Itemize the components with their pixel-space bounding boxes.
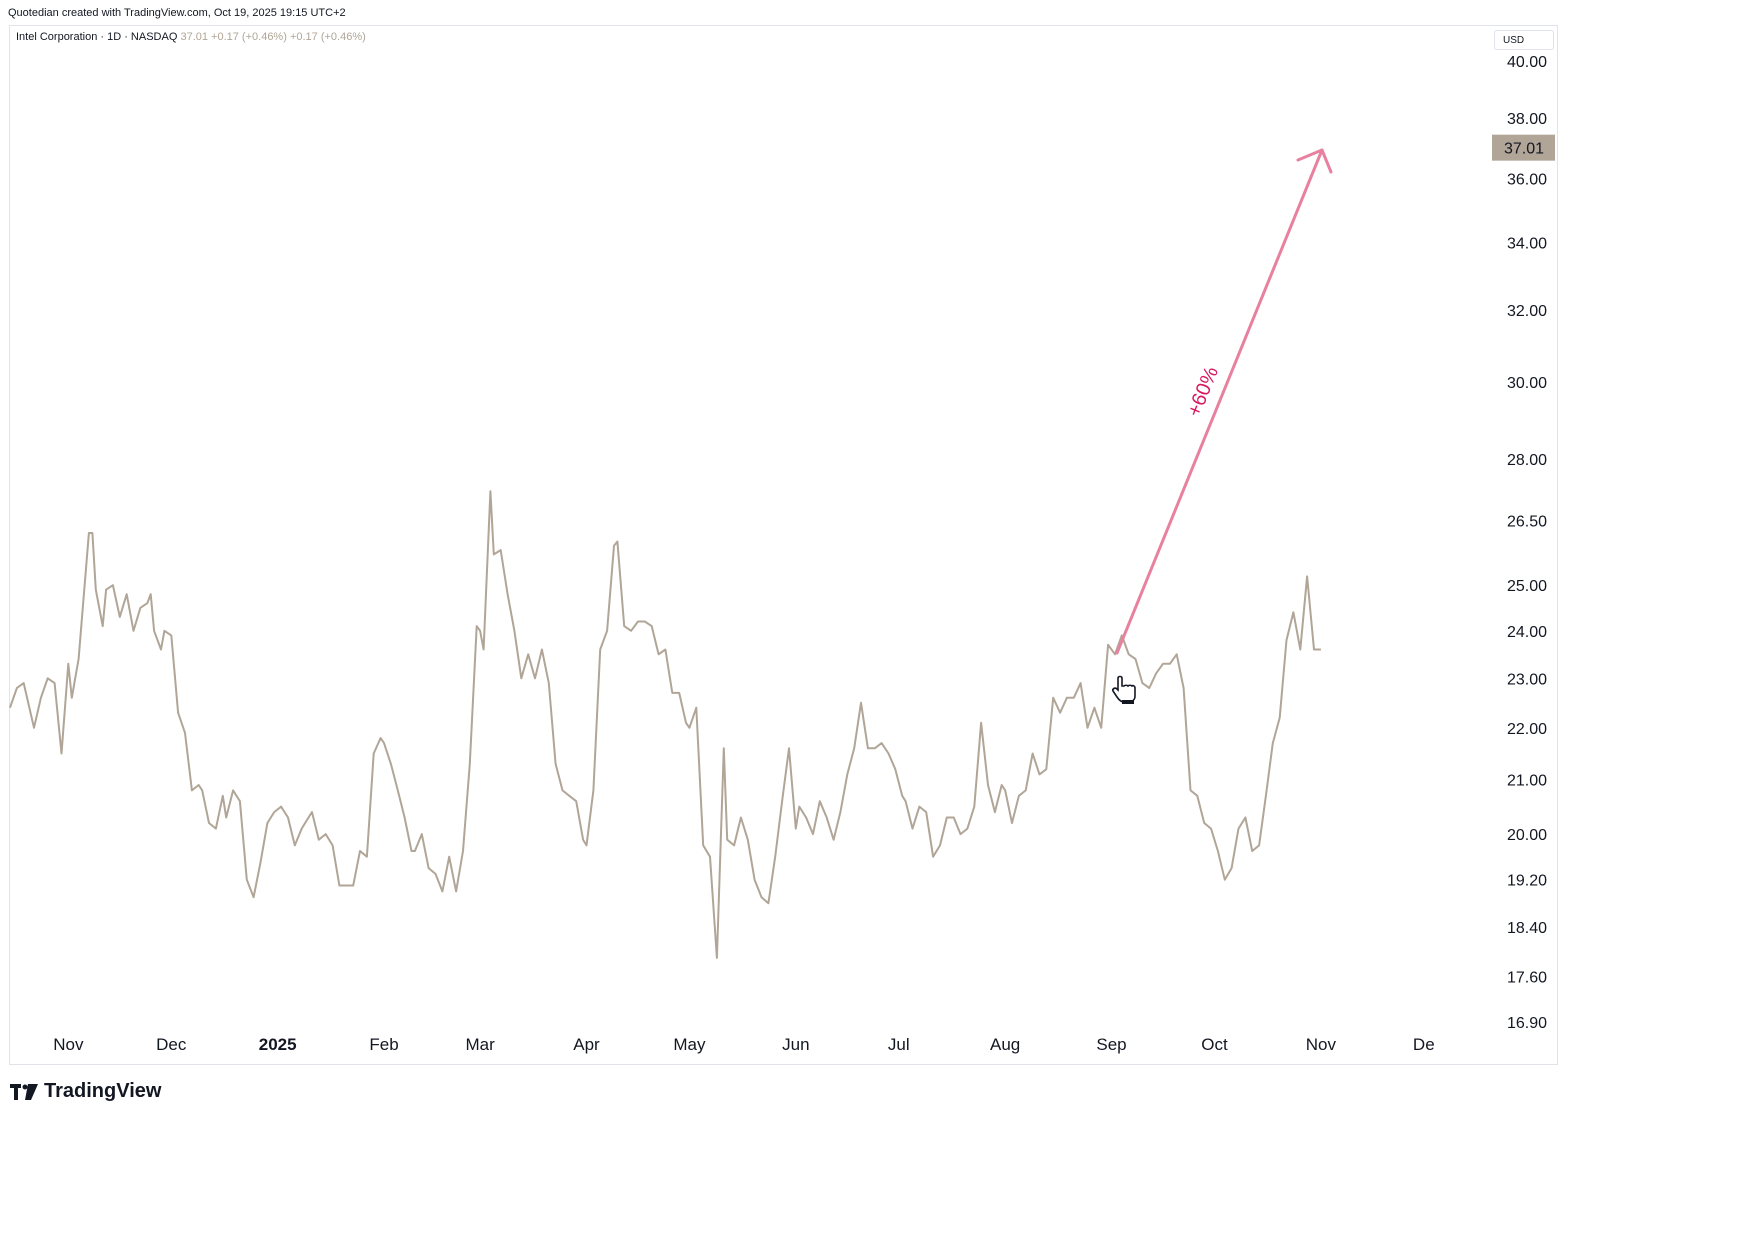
last-price-box xyxy=(1492,134,1555,161)
y-tick-label: 32.00 xyxy=(1507,303,1547,320)
trend-arrow-head xyxy=(1296,148,1333,174)
trend-annotation: +60% xyxy=(1115,148,1333,655)
y-tick-label: 30.00 xyxy=(1507,375,1547,392)
legend-last-price: 37.01 xyxy=(180,31,208,43)
x-tick-label: 2025 xyxy=(259,1035,297,1054)
y-tick-label: 40.00 xyxy=(1507,54,1547,71)
y-tick-label: 18.40 xyxy=(1507,920,1547,937)
x-tick-label: Mar xyxy=(465,1035,495,1054)
tradingview-logo-icon xyxy=(10,1083,38,1100)
y-tick-label: 38.00 xyxy=(1507,111,1547,128)
x-tick-label: Nov xyxy=(53,1035,84,1054)
symbol-legend[interactable]: Intel Corporation · 1D · NASDAQ 37.01 +0… xyxy=(16,31,366,43)
x-tick-label: Feb xyxy=(369,1035,398,1054)
x-tick-label: Jun xyxy=(782,1035,809,1054)
y-tick-label: 28.00 xyxy=(1507,452,1547,469)
x-tick-label: Dec xyxy=(156,1035,187,1054)
legend-change: +0.17 (+0.46%) xyxy=(211,31,287,43)
y-tick-label: 17.60 xyxy=(1507,970,1547,987)
pointer-hand-icon xyxy=(1112,675,1136,704)
last-price-label: 37.01 xyxy=(1504,141,1544,158)
y-tick-label: 20.00 xyxy=(1507,827,1547,844)
y-tick-label: 24.00 xyxy=(1507,624,1547,641)
trend-label: +60% xyxy=(1183,363,1223,419)
x-tick-label: May xyxy=(673,1035,706,1054)
legend-symbol: Intel Corporation · 1D · NASDAQ xyxy=(16,31,178,43)
x-tick-label: Apr xyxy=(573,1035,600,1054)
trend-arrow-line xyxy=(1115,148,1324,655)
brand-name: TradingView xyxy=(44,1080,162,1102)
y-tick-label: 26.50 xyxy=(1507,513,1547,530)
y-tick-label: 25.00 xyxy=(1507,578,1547,595)
currency-selector[interactable]: USD xyxy=(1494,30,1554,50)
x-tick-label: Aug xyxy=(990,1035,1020,1054)
y-tick-label: 22.00 xyxy=(1507,721,1547,738)
x-tick-label: Jul xyxy=(888,1035,910,1054)
x-tick-label: Nov xyxy=(1306,1035,1337,1054)
legend-change-2: +0.17 (+0.46%) xyxy=(289,31,366,43)
x-tick-label: De xyxy=(1413,1035,1435,1054)
x-tick-label: Oct xyxy=(1201,1035,1228,1054)
tradingview-brand[interactable]: TradingView xyxy=(10,1080,161,1103)
price-axis: 40.00 38.00 36.00 34.00 32.00 30.00 28.00 26.50… xyxy=(1507,54,1547,1032)
price-line xyxy=(9,490,1321,959)
y-tick-label: 19.20 xyxy=(1507,873,1547,890)
y-tick-label: 21.00 xyxy=(1507,773,1547,790)
chart-credit: Quotedian created with TradingView.com, … xyxy=(8,7,346,19)
x-tick-label: Sep xyxy=(1096,1035,1126,1054)
y-tick-label: 16.90 xyxy=(1507,1015,1547,1032)
chart-frame xyxy=(9,25,1558,1065)
y-tick-label: 23.00 xyxy=(1507,671,1547,688)
y-tick-label: 36.00 xyxy=(1507,172,1547,189)
last-price-tag: 37.01 xyxy=(1492,134,1555,161)
time-axis: Nov Dec 2025 Feb Mar Apr May Jun Jul Aug Sep Oct Nov… xyxy=(53,1035,1434,1054)
y-tick-label: 34.00 xyxy=(1507,235,1547,252)
